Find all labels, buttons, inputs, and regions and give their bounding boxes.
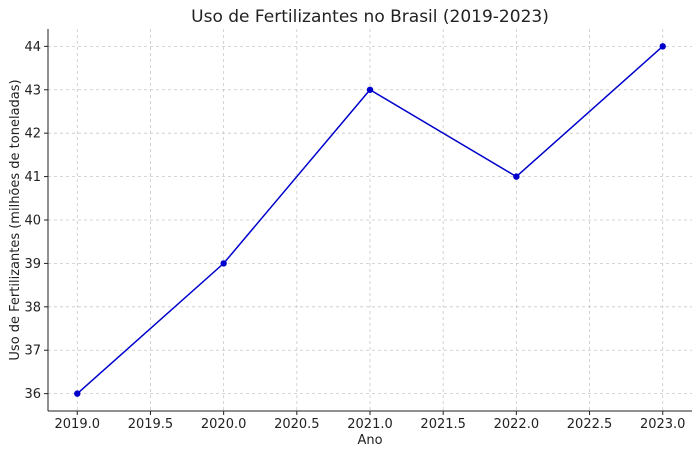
y-tick-label: 38 [24,300,41,315]
x-tick-label: 2021.5 [420,417,466,432]
x-tick-label: 2023.0 [640,417,686,432]
x-tick-label: 2019.0 [55,417,101,432]
chart-title: Uso de Fertilizantes no Brasil (2019-202… [191,7,549,27]
data-point [659,43,666,50]
x-tick-label: 2022.5 [567,417,613,432]
ticks: 2019.0 2019.5 2020.0 2020.5 2021.0 2021.5 2022… [24,40,685,432]
y-axis-label: Uso de Fertilizantes (milhões de tonelad… [8,79,23,360]
y-tick-label: 43 [24,83,41,98]
y-tick-label: 42 [24,127,41,142]
x-axis-label: Ano [357,433,382,448]
y-tick-label: 41 [24,170,41,185]
x-tick-label: 2019.5 [128,417,174,432]
y-tick-label: 36 [24,387,41,402]
x-tick-label: 2020.5 [274,417,320,432]
y-tick-label: 37 [24,344,41,359]
x-tick-label: 2021.0 [347,417,393,432]
grid [48,29,692,411]
data-point [366,86,374,93]
series-layer [74,43,666,397]
x-tick-label: 2020.0 [201,417,247,432]
x-tick-label: 2022.0 [494,417,540,432]
y-tick-label: 39 [24,257,41,272]
data-point [513,173,520,180]
y-tick-label: 40 [24,214,41,229]
data-point [220,260,227,267]
y-tick-label: 44 [24,40,41,55]
data-point [74,390,81,397]
